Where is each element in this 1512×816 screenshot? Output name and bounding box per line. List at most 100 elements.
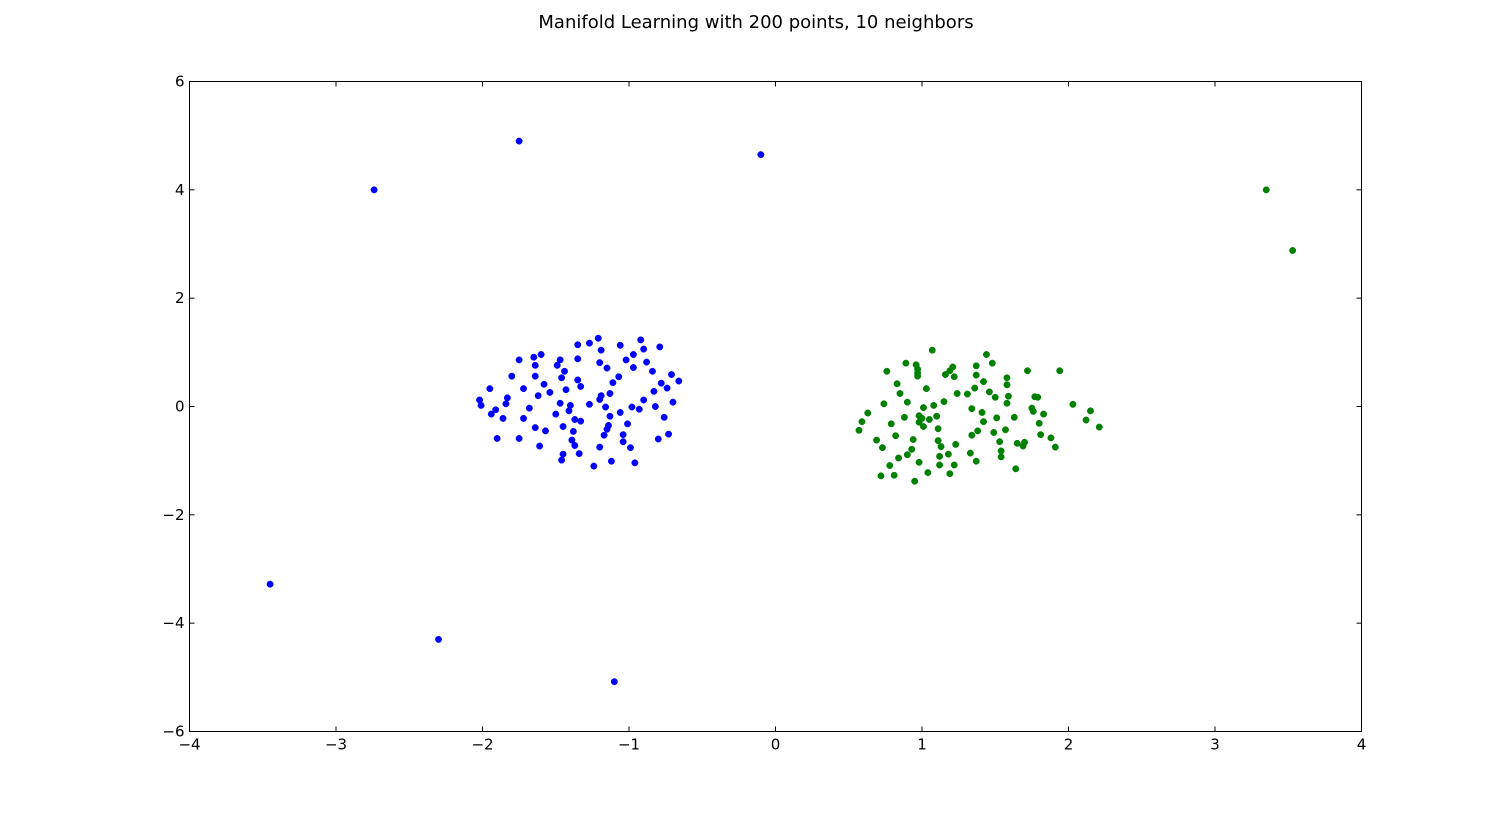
scatter-point [1289, 247, 1297, 254]
scatter-point [556, 399, 564, 407]
scatter-point [477, 401, 485, 409]
scatter-point [520, 414, 527, 422]
scatter-point [941, 371, 949, 378]
scatter-point [597, 346, 605, 354]
scatter-point [370, 186, 378, 194]
scatter-point [594, 334, 602, 342]
scatter-point [991, 393, 999, 401]
scatter-point [561, 367, 568, 375]
scatter-point [911, 477, 919, 485]
scatter-point [627, 444, 634, 452]
y-tick-label: 0 [175, 398, 185, 416]
scatter-point [571, 442, 579, 449]
scatter-point [631, 459, 639, 467]
scatter-point [1047, 434, 1055, 442]
scatter-point [635, 405, 643, 413]
scatter-point [1012, 465, 1020, 473]
scatter-point [619, 431, 627, 439]
scatter-point [525, 404, 533, 412]
scatter-point [895, 454, 903, 462]
x-tick-label: 2 [1064, 736, 1074, 754]
scatter-point [606, 390, 614, 397]
scatter-point [435, 635, 442, 643]
scatter-point [657, 379, 665, 387]
scatter-point [924, 469, 932, 477]
scatter-point [880, 400, 888, 408]
scatter-point [892, 432, 900, 440]
scatter-point [559, 450, 567, 458]
scatter-point [1037, 431, 1045, 439]
x-tick-label: 4 [1357, 736, 1367, 754]
scatter-point [896, 390, 904, 397]
scatter-point [900, 413, 908, 421]
y-tick-label: −4 [162, 614, 184, 632]
scatter-point [993, 414, 1001, 422]
scatter-point [534, 392, 542, 400]
scatter-point [1002, 426, 1009, 434]
scatter-point [983, 351, 990, 358]
scatter-point [558, 374, 566, 382]
scatter-point [953, 390, 961, 397]
scatter-point [577, 417, 585, 425]
scatter-point [914, 369, 922, 377]
scatter-point [974, 427, 982, 435]
scatter-point [650, 387, 658, 395]
scatter-point [607, 457, 615, 465]
scatter-point [602, 403, 610, 411]
scatter-point [864, 409, 872, 417]
x-tick-label: −4 [178, 736, 200, 754]
scatter-point [873, 436, 881, 444]
x-tick-label: −3 [325, 736, 347, 754]
points-layer [266, 137, 1297, 686]
scatter-point [610, 678, 618, 686]
scatter-point [569, 427, 577, 435]
scatter-point [619, 438, 627, 446]
scatter-point [1040, 410, 1048, 418]
scatter-point [651, 403, 659, 410]
scatter-point [629, 364, 637, 371]
scatter-point [515, 435, 523, 442]
scatter-point [566, 401, 574, 409]
scatter-point [540, 380, 548, 388]
scatter-point [918, 414, 926, 422]
chart-title: Manifold Learning with 200 points, 10 ne… [538, 12, 974, 33]
scatter-point [537, 351, 545, 358]
scatter-point [886, 462, 894, 469]
y-tick-label: 2 [175, 289, 185, 307]
scatter-point [963, 390, 971, 398]
scatter-point [922, 385, 930, 393]
x-tick-label: 0 [771, 736, 781, 754]
scatter-point [574, 355, 582, 363]
scatter-point [568, 436, 576, 444]
scatter-point [640, 396, 648, 404]
scatter-point [903, 398, 911, 406]
scatter-point [877, 472, 885, 480]
scatter-point [605, 422, 612, 429]
scatter-point [571, 416, 579, 423]
scatter-point [629, 351, 637, 358]
scatter-point [499, 414, 507, 422]
scatter-point [997, 447, 1005, 455]
scatter-point [558, 456, 566, 464]
scatter-point [990, 429, 998, 436]
scatter-point [934, 437, 942, 445]
scatter-point [596, 443, 604, 451]
scatter-point [893, 380, 901, 388]
scatter-point [660, 413, 668, 421]
y-tick-label: −6 [162, 723, 184, 741]
scatter-point [1004, 392, 1012, 400]
scatter-point [486, 385, 494, 393]
scatter-point [1003, 374, 1011, 382]
scatter-point [890, 471, 898, 479]
x-tick-label: −2 [471, 736, 493, 754]
scatter-point [946, 470, 954, 478]
scatter-point [1035, 419, 1043, 427]
scatter-point [968, 405, 976, 413]
scatter-point [996, 438, 1004, 446]
scatter-point [624, 420, 631, 428]
scatter-point [531, 372, 539, 380]
scatter-point [637, 336, 645, 344]
scatter-point [609, 379, 617, 387]
